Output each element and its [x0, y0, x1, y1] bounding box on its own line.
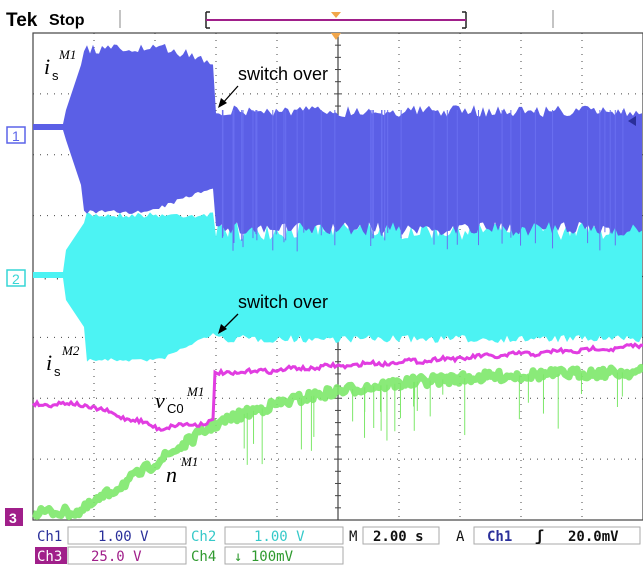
ch1-ground-marker[interactable]: 1	[6, 126, 26, 144]
svg-text:M1: M1	[58, 47, 76, 62]
svg-text:Ch1: Ch1	[487, 529, 512, 545]
trigger-readout[interactable]: A Ch1 ʃ 20.0mV	[456, 526, 641, 545]
svg-text:20.0mV: 20.0mV	[568, 529, 619, 545]
ch3-ground-marker[interactable]: 3	[5, 508, 23, 526]
svg-text:1.00 V: 1.00 V	[98, 529, 149, 545]
annotation-vc0-m1: v C0 M1	[155, 384, 204, 416]
ch3-marker-label: 3	[9, 510, 17, 526]
ch2-current-trace	[33, 212, 642, 362]
svg-text:Ch1: Ch1	[37, 529, 62, 545]
timebase-readout[interactable]: M 2.00 s	[349, 526, 440, 545]
ch1-current-trace	[33, 44, 642, 236]
ch4-readout[interactable]: Ch4 ↓ 100mV	[191, 546, 344, 565]
svg-text:Ch2: Ch2	[191, 529, 216, 545]
ch2-ground-marker[interactable]: 2	[6, 269, 26, 287]
svg-text:2.00 s: 2.00 s	[373, 529, 424, 545]
ch3-voltage-trace	[31, 342, 643, 432]
ch1-marker-label: 1	[12, 128, 20, 144]
trigger-slope-icon: ʃ	[535, 527, 544, 545]
ch2-readout[interactable]: Ch2 1.00 V	[191, 526, 344, 545]
readout-panel: Ch1 1.00 V Ch2 1.00 V M 2.00 s A Ch1 ʃ 2…	[33, 525, 643, 565]
svg-text:s: s	[54, 364, 61, 379]
header-bar: Tek Stop	[6, 10, 554, 31]
waveform-traces	[31, 44, 643, 521]
svg-text:switch over: switch over	[238, 292, 328, 312]
svg-text:M1: M1	[180, 454, 198, 469]
trigger-level-icon	[628, 116, 636, 126]
svg-text:Ch4: Ch4	[191, 549, 216, 565]
trigger-time-marker-icon	[331, 33, 341, 40]
svg-text:1.00 V: 1.00 V	[254, 529, 305, 545]
svg-text:M1: M1	[186, 384, 204, 399]
annotation-is-m2: i s M2	[46, 343, 80, 379]
arrow-icon	[218, 98, 227, 108]
svg-text:i: i	[44, 54, 50, 79]
record-position-bar[interactable]	[205, 11, 467, 29]
svg-text:25.0 V: 25.0 V	[91, 549, 142, 565]
brand-label: Tek	[6, 10, 38, 31]
svg-text:A: A	[456, 529, 465, 545]
arrow-icon	[218, 324, 227, 334]
ch2-marker-label: 2	[12, 271, 20, 287]
svg-text:M2: M2	[61, 343, 80, 358]
annotation-switch-over-2: switch over	[218, 292, 328, 334]
svg-text:s: s	[52, 68, 59, 83]
svg-text:n: n	[166, 462, 177, 487]
svg-text:v: v	[155, 388, 165, 413]
svg-text:Ch3: Ch3	[37, 549, 62, 565]
ch3-readout[interactable]: Ch3 25.0 V	[35, 546, 187, 565]
trigger-position-icon	[331, 12, 341, 18]
acquisition-state: Stop	[49, 12, 85, 29]
annotation-n-m1: n M1	[166, 454, 198, 487]
ch4-speed-trace	[31, 363, 643, 521]
svg-text:M: M	[349, 529, 357, 545]
svg-text:C0: C0	[167, 401, 184, 416]
svg-text:↓ 100mV: ↓ 100mV	[234, 549, 294, 565]
svg-text:i: i	[46, 350, 52, 375]
svg-text:switch over: switch over	[238, 64, 328, 84]
ch1-readout[interactable]: Ch1 1.00 V	[35, 526, 187, 545]
annotation-is-m1: i s M1	[44, 47, 76, 83]
annotation-switch-over-1: switch over	[218, 64, 328, 108]
